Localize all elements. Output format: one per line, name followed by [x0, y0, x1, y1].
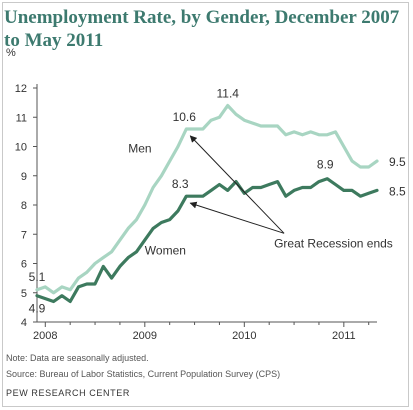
data-label-women: 4.9 [29, 302, 46, 316]
series-label-women: Women [145, 244, 186, 258]
series-lines [35, 103, 379, 304]
data-label-women: 8.5 [389, 184, 406, 198]
y-tick-label: 5 [21, 288, 27, 300]
y-tick-label: 9 [21, 171, 27, 183]
annotation-layer: Great Recession ends [189, 135, 393, 250]
data-labels: 5.1 4.9 10.6 8.3 11.4 8.9 9.5 8.5 Men Women [29, 87, 406, 316]
data-label-men: 10.6 [173, 110, 197, 124]
brand-logo-text: PEW RESEARCH CENTER [6, 388, 130, 398]
chart-title: Unemployment Rate, by Gender, December 2… [4, 7, 400, 51]
y-tick-label: 12 [15, 83, 27, 95]
data-label-men: 11.4 [216, 87, 239, 101]
chart-source: Source: Bureau of Labor Statistics, Curr… [6, 369, 281, 379]
y-tick-label: 7 [21, 229, 27, 241]
axes: 4 5 6 7 8 9 10 11 12 2008 2009 2010 2011 [15, 83, 377, 342]
line-chart: 4 5 6 7 8 9 10 11 12 2008 2009 2010 2011 Great Reces… [15, 83, 406, 342]
data-label-women: 8.9 [317, 158, 334, 172]
x-tick-label: 2008 [33, 330, 57, 342]
annotation-arrow [189, 135, 285, 234]
annotation-arrow [189, 201, 285, 234]
y-tick-label: 6 [21, 259, 27, 271]
chart-frame [2, 2, 409, 407]
data-label-men: 9.5 [389, 155, 406, 169]
y-tick-label: 10 [15, 142, 27, 154]
annotation-great-recession: Great Recession ends [274, 236, 393, 250]
y-axis-unit: % [6, 47, 16, 59]
y-tick-label: 11 [16, 112, 27, 124]
x-tick-label: 2010 [232, 330, 256, 342]
y-tick-label: 4 [21, 317, 27, 329]
chart-note: Note: Data are seasonally adjusted. [6, 353, 149, 363]
y-tick-label: 8 [21, 200, 27, 212]
data-label-men: 5.1 [29, 270, 46, 284]
data-label-women: 8.3 [172, 177, 189, 191]
series-line-men [35, 103, 379, 295]
x-tick-label: 2011 [332, 330, 356, 342]
x-tick-label: 2009 [133, 330, 157, 342]
series-line-women [35, 177, 379, 304]
series-label-men: Men [128, 141, 151, 155]
